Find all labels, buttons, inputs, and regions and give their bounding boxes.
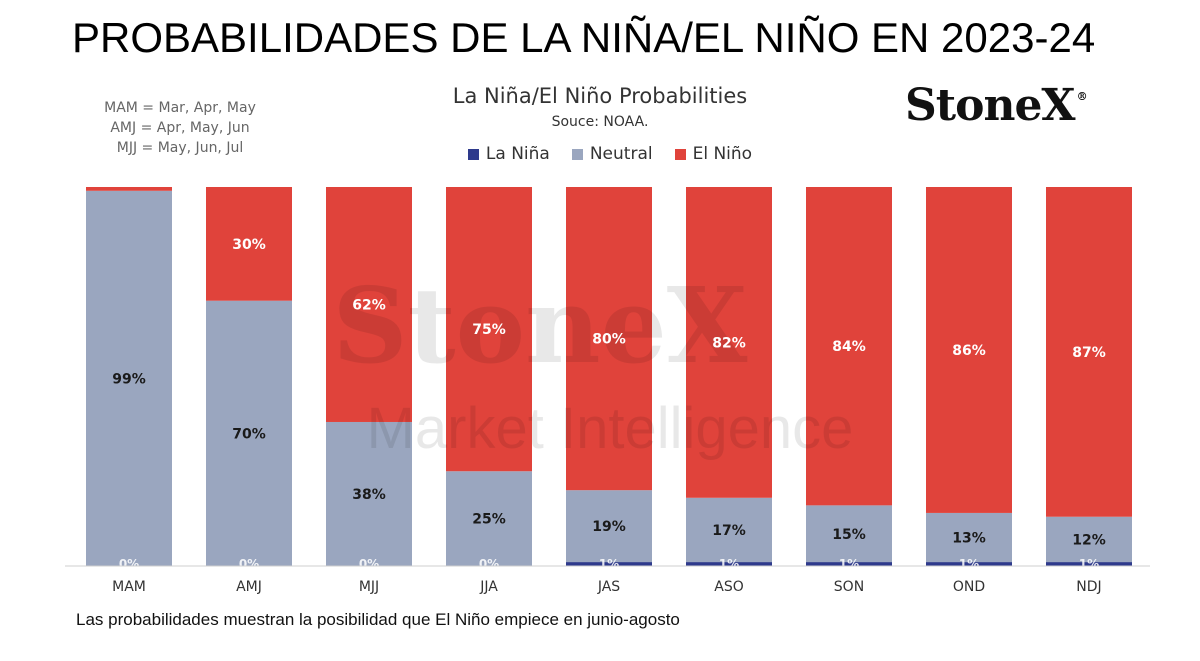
x-axis-ticks: MAM AMJ MJJ JJA JAS ASO SON OND NDJ [112,579,1102,595]
bar-segment-el-nino [686,187,772,498]
bar-segment-la-nina [1046,562,1132,566]
data-label-neutral: 19% [592,519,626,535]
bar-segment-neutral [1046,516,1132,563]
page-headline: PROBABILIDADES DE LA NIÑA/EL NIÑO EN 202… [72,14,1096,61]
bar-segment-neutral [686,497,772,563]
bar-segment-el-nino [446,187,532,472]
chart-legend: La Niña Neutral El Niño [420,144,800,164]
data-label-la-nina: 0% [239,557,259,571]
data-label-la-nina: 1% [719,557,739,571]
x-tick-label: SON [834,579,864,595]
bar-segment-el-nino [326,187,412,422]
bar-segment-el-nino [1046,187,1132,517]
data-label-la-nina: 0% [119,557,139,571]
data-label-el-nino: 87% [1072,345,1106,361]
legend-item-la-nina: La Niña [467,144,550,164]
bar-segment-la-nina [806,562,892,566]
x-tick-label: AMJ [236,579,262,595]
data-label-la-nina: 0% [479,557,499,571]
data-label-la-nina: 1% [599,557,619,571]
data-label-el-nino: 86% [952,343,986,359]
data-label-neutral: 38% [352,487,386,503]
watermark-logo: StoneX [333,264,748,387]
data-label-neutral: 13% [952,531,986,547]
bar-segment-el-nino [566,187,652,491]
data-label-el-nino: 62% [352,297,386,313]
bar-segment-la-nina [566,562,652,566]
stonex-logo: StoneX ® [905,80,1088,131]
bar-segment-neutral [566,490,652,563]
bar-layer [86,187,1132,567]
data-label-la-nina: 1% [1079,557,1099,571]
bar-segment-el-nino [86,187,172,191]
legend-item-neutral: Neutral [571,144,653,164]
x-tick-label: NDJ [1076,579,1101,595]
data-label-el-nino: 80% [592,332,626,348]
chart-title: La Niña/El Niño Probabilities [452,84,748,108]
abbreviation-line: MAM = Mar, Apr, May [104,100,256,116]
data-label-el-nino: 82% [712,335,746,351]
x-tick-label: MJJ [359,579,379,595]
watermark: StoneX Market Intelligence [333,264,854,461]
footnote: Las probabilidades muestran la posibilid… [76,610,680,629]
data-label-neutral: 17% [712,523,746,539]
watermark-tagline: Market Intelligence [367,396,854,461]
data-label-la-nina: 1% [839,557,859,571]
logo-text: StoneX [905,80,1076,131]
bar-segment-la-nina [686,562,772,566]
bar-segment-neutral [806,505,892,563]
legend-swatch [571,148,583,160]
data-label-neutral: 25% [472,512,506,528]
data-label-el-nino: 84% [832,339,866,355]
abbreviation-line: MJJ = May, Jun, Jul [116,140,244,156]
legend-item-el-nino: El Niño [674,144,753,164]
x-tick-label: OND [953,579,985,595]
abbreviation-line: AMJ = Apr, May, Jun [110,120,250,136]
x-tick-label: JJA [479,579,498,595]
legend-label: El Niño [692,144,753,164]
x-tick-label: ASO [714,579,743,595]
bar-segment-neutral [86,190,172,567]
bar-segment-neutral [926,512,1012,563]
legend-swatch [674,148,686,160]
abbreviation-key: MAM = Mar, Apr, May AMJ = Apr, May, Jun … [60,98,300,158]
data-label-la-nina: 1% [959,557,979,571]
chart-subtitle: Souce: NOAA. [551,114,649,130]
bar-segment-neutral [446,471,532,566]
bar-segment-neutral [326,421,412,566]
label-layer: 0% 99% 0% 70% 30% 0% 38% 62% 0% 25% 75% 1% 19% 80% 1% 1… [112,237,1106,571]
data-label-neutral: 15% [832,527,866,543]
logo-registered-mark: ® [1076,90,1088,103]
bar-segment-el-nino [926,187,1012,513]
bar-segment-el-nino [806,187,892,506]
legend-label: La Niña [485,144,550,164]
data-label-neutral: 12% [1072,532,1106,548]
data-label-la-nina: 0% [359,557,379,571]
data-label-neutral: 70% [232,426,266,442]
data-label-el-nino: 30% [232,237,266,253]
x-tick-label: JAS [597,579,620,595]
data-label-el-nino: 75% [472,322,506,338]
bar-segment-neutral [206,300,292,566]
bar-segment-la-nina [926,562,1012,566]
data-label-neutral: 99% [112,371,146,387]
bar-segment-el-nino [206,187,292,301]
x-tick-label: MAM [112,579,146,595]
legend-swatch [467,148,479,160]
legend-label: Neutral [589,144,653,164]
